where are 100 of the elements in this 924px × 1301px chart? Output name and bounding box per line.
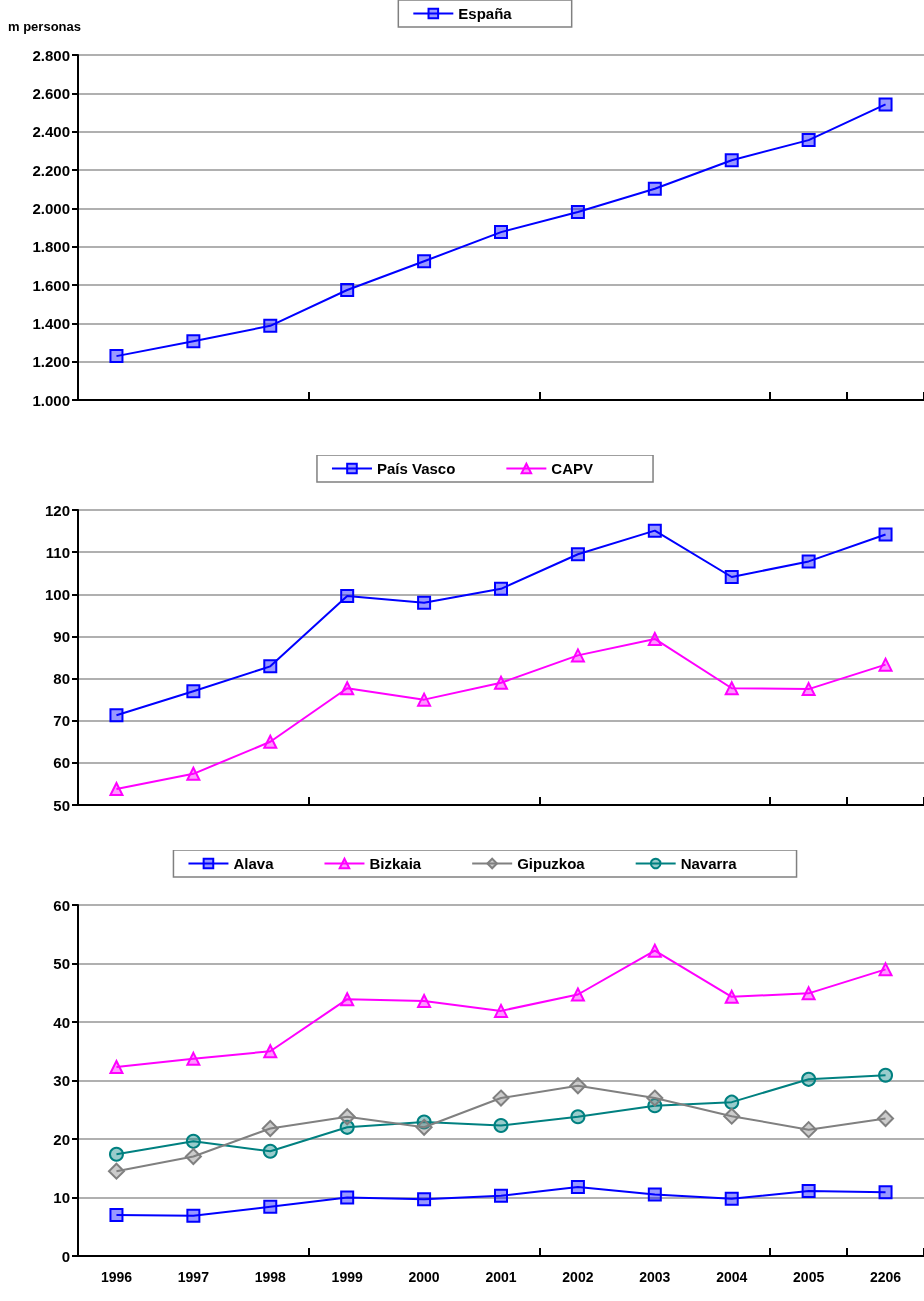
point [570, 204, 585, 219]
x-tick-label: 2004 [716, 1269, 748, 1285]
y-tick-label: 10 [53, 1189, 70, 1206]
x-tick-label: 2000 [408, 1269, 440, 1285]
point [415, 1118, 433, 1136]
point [340, 1190, 355, 1205]
y-tick-label: 110 [45, 543, 70, 561]
point [340, 588, 355, 603]
y-tick-label: 80 [53, 670, 70, 688]
x-tick-label: 1997 [177, 1269, 210, 1285]
legend-label: Gipuzkoa [517, 855, 586, 872]
y-tick-label: 1.600 [32, 276, 70, 294]
point [109, 1060, 124, 1075]
y-tick-label: 50 [53, 955, 70, 972]
point [570, 987, 585, 1002]
point [570, 547, 585, 562]
point [724, 681, 739, 696]
point [494, 1188, 508, 1203]
point [570, 1109, 586, 1125]
point [109, 1208, 124, 1223]
y-tick-label: 100 [44, 585, 70, 603]
point [878, 1185, 893, 1200]
point [878, 527, 893, 542]
point [340, 282, 355, 297]
point [263, 734, 278, 749]
y-tick-label: 2.600 [32, 84, 70, 102]
x-tick-label: 2206 [869, 1269, 902, 1285]
point [570, 1179, 585, 1194]
point [724, 1094, 740, 1110]
x-tick-label: 2002 [562, 1269, 594, 1285]
y-tick-label: 90 [53, 627, 70, 645]
point [417, 993, 432, 1008]
point [494, 581, 508, 596]
y-tick-label: 50 [53, 796, 70, 814]
point [493, 1118, 509, 1134]
y-tick-label: 40 [53, 1013, 70, 1031]
x-tick-label: 2003 [639, 1269, 671, 1285]
point [494, 675, 508, 690]
legend-label: Navarra [680, 855, 738, 872]
point [263, 1044, 278, 1059]
point [492, 1089, 510, 1107]
point [724, 570, 739, 585]
point [569, 1077, 587, 1095]
point [724, 989, 739, 1004]
point [186, 1051, 201, 1066]
y-tick-label: 2.200 [32, 161, 70, 179]
point [186, 1208, 201, 1223]
x-tick-label: 1998 [254, 1269, 287, 1285]
point [723, 1107, 741, 1125]
point [877, 1110, 895, 1128]
point [263, 659, 278, 674]
x-tick-label: 1999 [331, 1269, 363, 1285]
point [570, 648, 585, 663]
point [185, 1133, 201, 1149]
point [263, 318, 278, 333]
point [878, 962, 893, 977]
y-tick-label: 2.800 [32, 46, 70, 64]
point [263, 1199, 278, 1214]
point [647, 1187, 662, 1202]
point [108, 1146, 124, 1162]
point [494, 225, 508, 240]
point [647, 943, 662, 958]
legend-label: España [458, 5, 513, 22]
x-tick-label: 2005 [793, 1269, 825, 1285]
point [801, 1184, 816, 1199]
point [262, 1143, 278, 1159]
legend-label: Bizkaia [369, 855, 422, 872]
y-axis-title: m personas [8, 19, 81, 34]
x-tick-label: 2001 [485, 1269, 517, 1285]
point [417, 595, 432, 610]
y-tick-label: 2.000 [32, 199, 70, 217]
point [647, 631, 662, 646]
y-tick-label: 0 [61, 1247, 70, 1265]
y-tick-label: 70 [53, 712, 70, 730]
point [801, 1071, 817, 1087]
y-tick-label: 2.400 [32, 123, 70, 141]
y-tick-label: 1.800 [32, 238, 70, 256]
point [340, 992, 355, 1007]
y-tick-label: 1.000 [32, 391, 70, 409]
point [800, 1121, 818, 1139]
point [107, 1162, 125, 1180]
point [186, 334, 201, 349]
y-tick-label: 60 [53, 754, 70, 772]
y-tick-label: 30 [53, 1072, 70, 1089]
point [186, 684, 201, 699]
point [724, 1191, 739, 1206]
point [801, 986, 816, 1001]
legend-label: País Vasco [376, 460, 456, 477]
point [417, 692, 432, 707]
point [801, 133, 816, 148]
point [417, 1192, 432, 1207]
point [494, 1003, 508, 1018]
point [109, 708, 124, 723]
point [646, 1089, 664, 1107]
point [801, 682, 816, 697]
point [724, 153, 739, 168]
point [186, 766, 201, 781]
point [647, 523, 662, 538]
point [338, 1108, 356, 1126]
point [417, 254, 432, 269]
